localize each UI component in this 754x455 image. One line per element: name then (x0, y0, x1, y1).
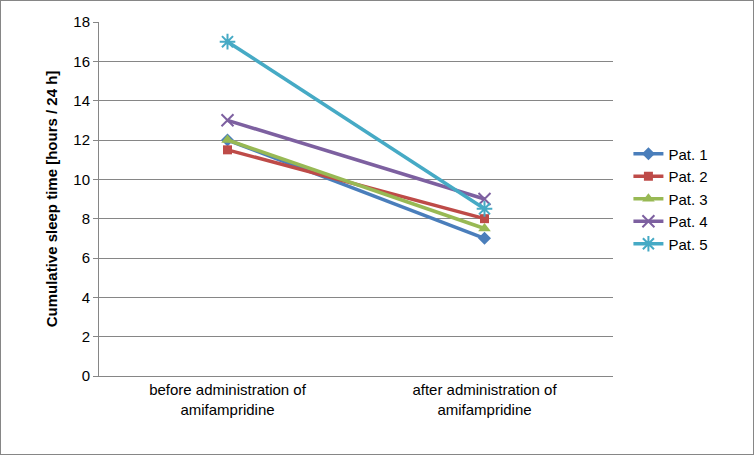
svg-text:8: 8 (82, 210, 90, 227)
svg-text:Pat. 5: Pat. 5 (668, 236, 707, 253)
svg-text:14: 14 (73, 92, 90, 109)
svg-text:10: 10 (73, 171, 90, 188)
svg-text:16: 16 (73, 53, 90, 70)
svg-text:Pat. 3: Pat. 3 (668, 191, 707, 208)
svg-text:before administration ofamifam: before administration ofamifampridine (149, 381, 307, 418)
svg-text:after administration ofamifamp: after administration ofamifampridine (412, 381, 557, 418)
svg-text:Pat. 1: Pat. 1 (668, 146, 707, 163)
svg-text:6: 6 (82, 249, 90, 266)
svg-text:12: 12 (73, 131, 90, 148)
svg-text:Pat. 4: Pat. 4 (668, 213, 707, 230)
svg-text:0: 0 (82, 367, 90, 384)
svg-text:18: 18 (73, 13, 90, 30)
svg-text:Pat. 2: Pat. 2 (668, 168, 707, 185)
svg-text:4: 4 (82, 289, 90, 306)
svg-text:Cumulative sleep time [hours /: Cumulative sleep time [hours / 24 h] (43, 71, 60, 328)
svg-text:2: 2 (82, 328, 90, 345)
